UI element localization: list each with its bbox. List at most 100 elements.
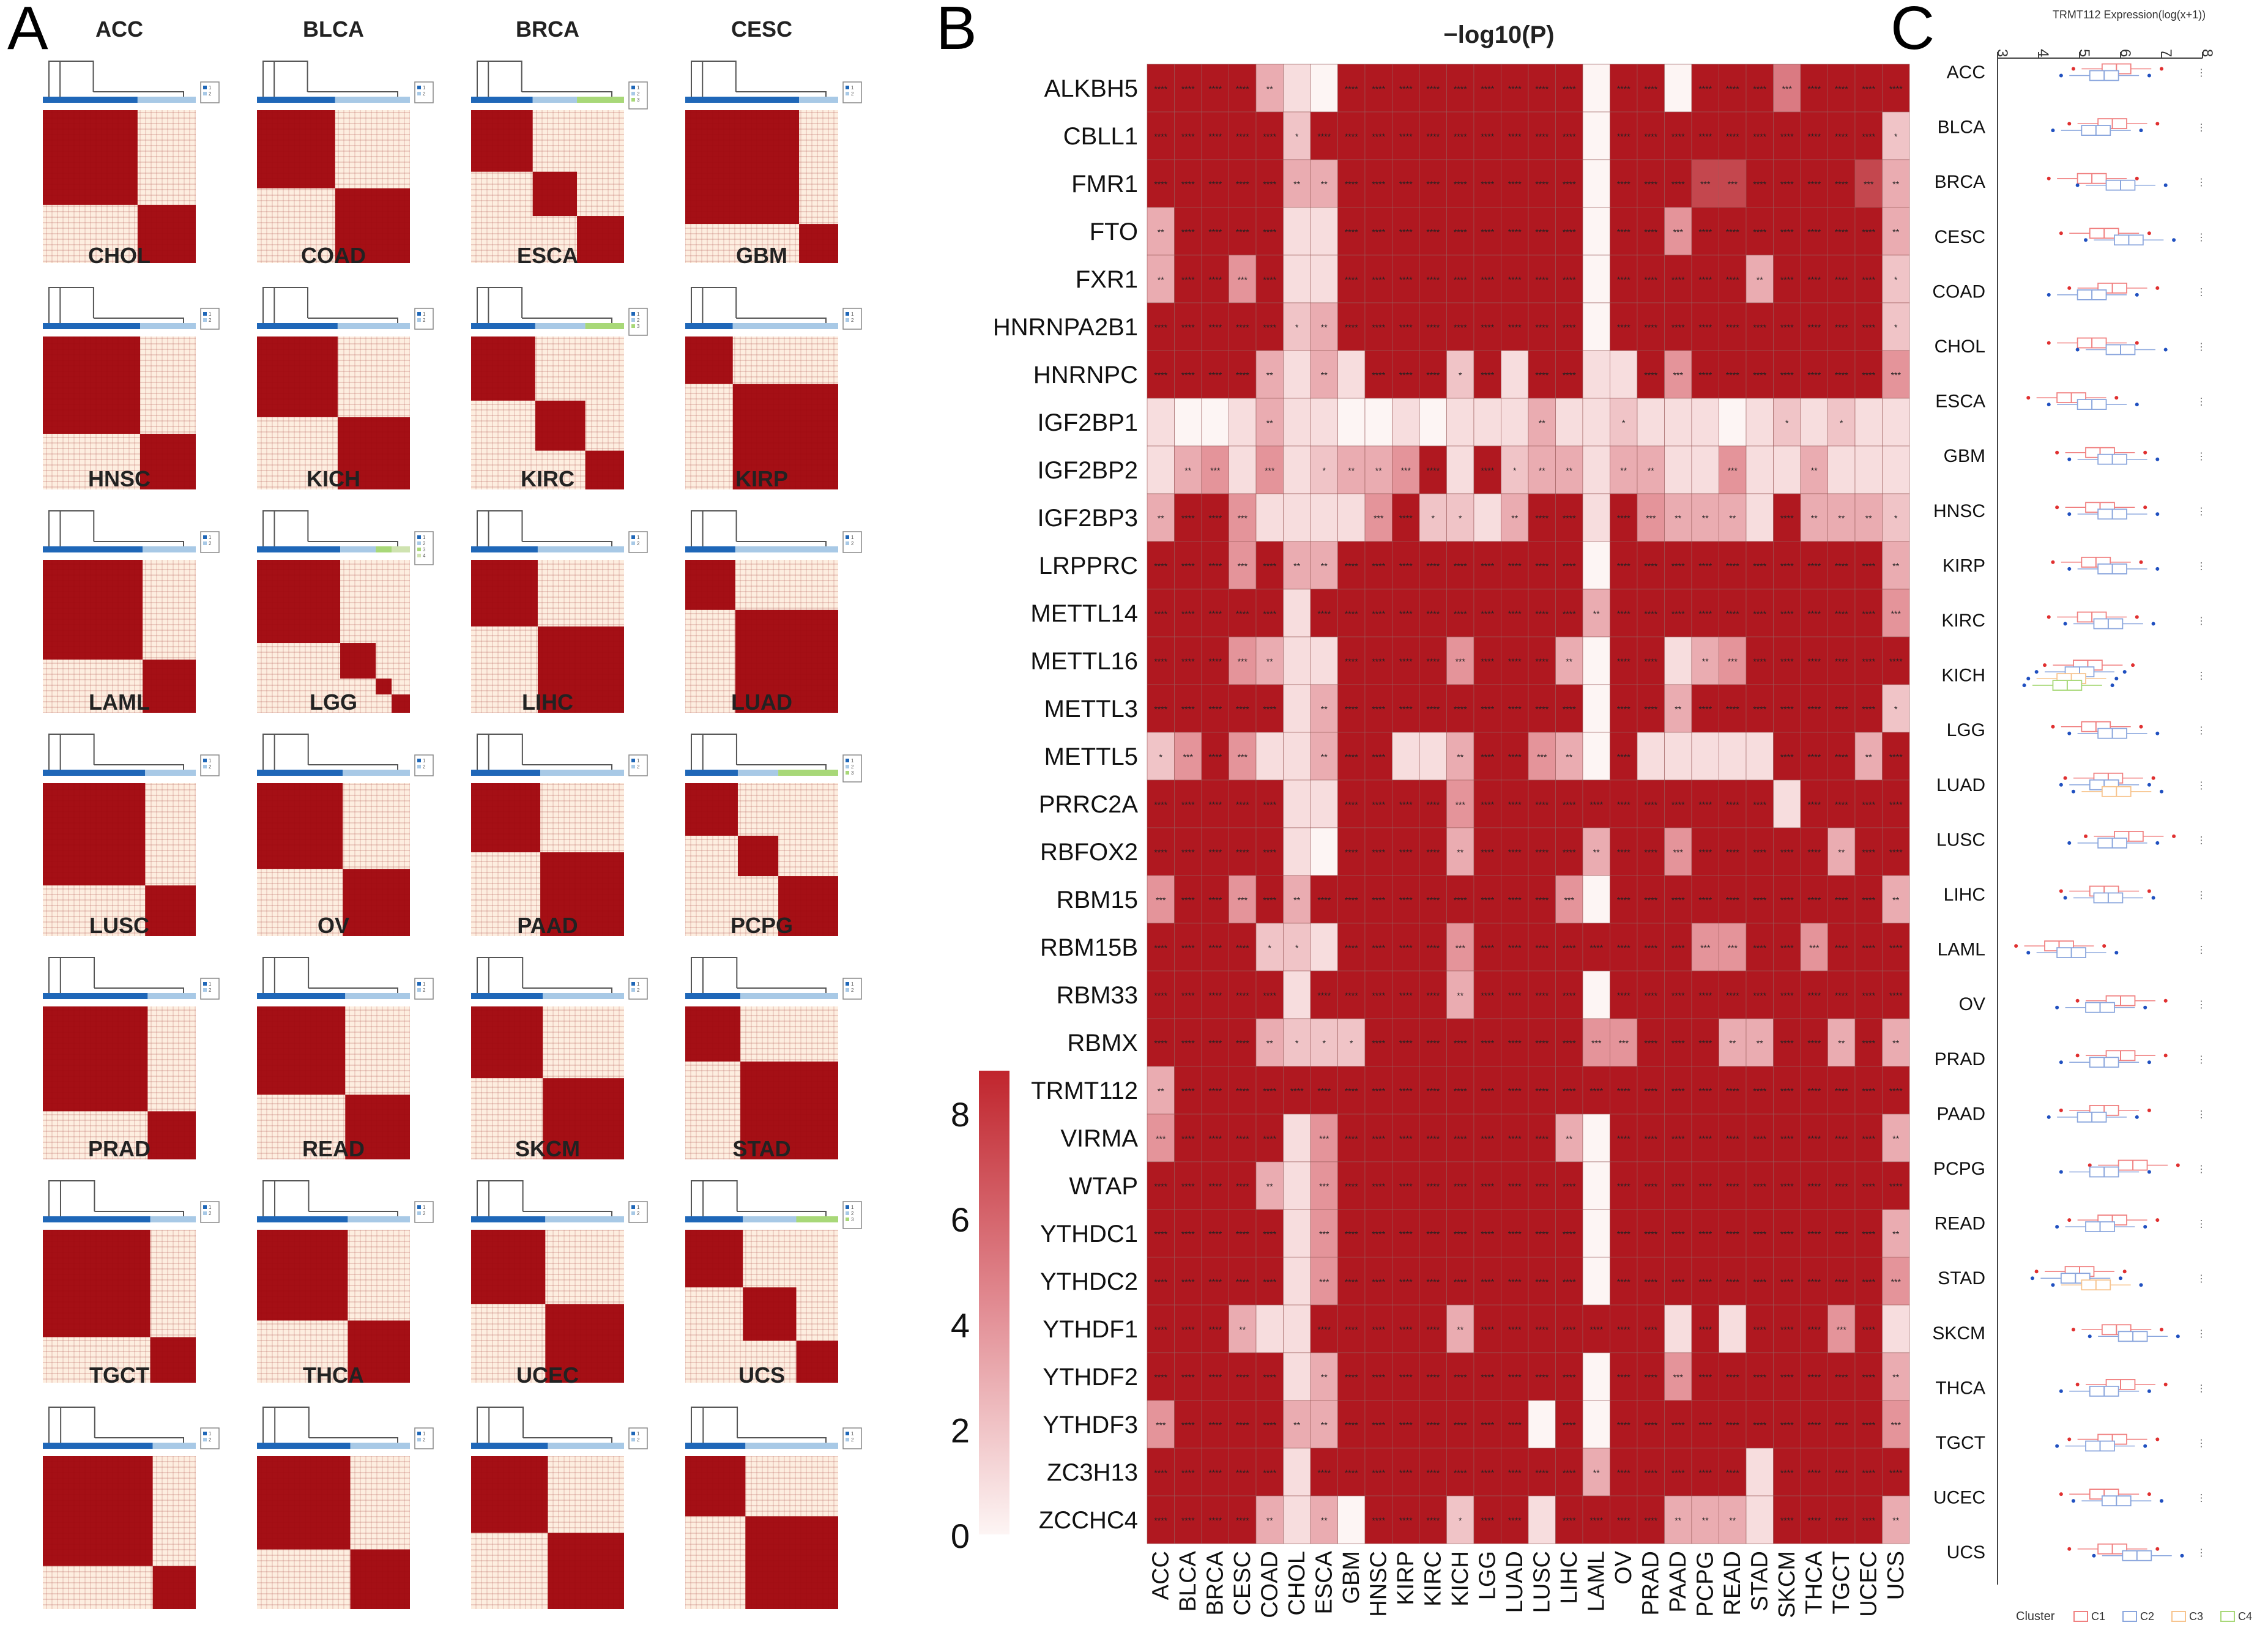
significance-mark: **** (1399, 322, 1413, 332)
significance-mark: **** (1372, 1468, 1385, 1478)
heatmap-cell (1201, 111, 1229, 160)
outlier-point (2059, 1170, 2063, 1174)
significance-mark: **** (1644, 179, 1657, 189)
heatmap-cell (1446, 1066, 1474, 1115)
significance-mark: **** (1236, 84, 1249, 94)
heatmap-cell (1473, 923, 1501, 972)
outlier-point (2075, 348, 2080, 352)
heatmap-cell (1800, 923, 1828, 972)
significance-mark: **** (1208, 513, 1222, 523)
heatmap-cell (1501, 445, 1529, 494)
significance-mark: **** (1236, 609, 1249, 619)
significance-mark: **** (1644, 322, 1657, 332)
significance-mark: *** (1837, 1325, 1847, 1334)
heatmap-cell (1882, 350, 1910, 399)
cluster-segment (545, 1216, 624, 1222)
heatmap-cell (1691, 1352, 1719, 1401)
heatmap-cell (1419, 970, 1447, 1019)
significance-mark: **** (1535, 84, 1549, 94)
significance-mark: *** (1238, 561, 1248, 571)
significance-mark: **** (1644, 704, 1657, 714)
significance-mark: **** (1671, 1038, 1685, 1048)
significance-mark: **** (1807, 800, 1821, 809)
significance-mark: ** (1266, 1038, 1273, 1048)
significance-mark: **** (1372, 275, 1385, 284)
significance-mark: **** (1181, 943, 1195, 953)
heatmap-cell (1555, 970, 1583, 1019)
heatmap-cell (1637, 1066, 1665, 1115)
heatmap-cell (1446, 1161, 1474, 1210)
heatmap-cell (1337, 207, 1366, 256)
heatmap-cell (1174, 636, 1202, 685)
significance-mark: **** (1780, 704, 1794, 714)
category-label: BLCA (1938, 117, 1985, 138)
significance-mark: **** (1236, 1468, 1249, 1478)
heatmap-cell (1501, 589, 1529, 638)
significance-mark: **** (1426, 1229, 1440, 1239)
heatmap-cell (1664, 1161, 1692, 1210)
consensus-title: KICH (307, 466, 360, 491)
cluster-segment (337, 323, 410, 329)
heatmap-cell (1147, 1400, 1175, 1449)
significance-mark: **** (1753, 991, 1766, 1000)
significance-mark: **** (1236, 704, 1249, 714)
heatmap-cell (1691, 207, 1719, 256)
heatmap-cell (1555, 636, 1583, 685)
heatmap-cell (1473, 350, 1501, 399)
significance-mark: **** (1563, 847, 1576, 857)
significance-mark: *** (1891, 370, 1902, 380)
heatmap-cell (1882, 207, 1910, 256)
outlier-point (2155, 286, 2160, 290)
significance-mark: **** (1617, 513, 1630, 523)
heatmap-cell (1882, 398, 1910, 447)
cluster-legend: 12 (414, 81, 434, 103)
significance-mark: **** (1208, 1372, 1222, 1382)
cluster-segment (257, 1216, 348, 1222)
colorbar-tick: 4 (951, 1306, 970, 1344)
outlier-point (2084, 834, 2088, 838)
significance-mark: **** (1535, 656, 1549, 666)
row-label: METTL5 (1044, 743, 1138, 770)
heatmap-cell (1555, 1495, 1583, 1544)
significance-mark: **** (1181, 1038, 1195, 1048)
outlier-point (2067, 841, 2072, 845)
significance-mark: **** (1862, 656, 1875, 666)
outlier-point (2163, 348, 2168, 352)
category-label: CHOL (1935, 336, 1985, 357)
heatmap-cell (1174, 970, 1202, 1019)
significance-mark: **** (1644, 800, 1657, 809)
legend-swatch (2220, 1611, 2235, 1622)
heatmap-column-labels: ACC BLCA BRCA CESC COAD CHOL ESCA GBM HNSC KIRP KI… (1148, 1550, 1909, 1618)
category-label: CESC (1935, 227, 1985, 247)
heatmap-cell (1555, 923, 1583, 972)
boxplot-row-brca: BRCA ⋮ (1935, 172, 2206, 192)
significance-mark: **** (1862, 1515, 1875, 1525)
cluster-segment (471, 546, 538, 552)
outlier-point (2047, 176, 2051, 180)
heatmap-cell (1229, 923, 1257, 972)
outlier-point (2172, 238, 2176, 242)
heatmap-cell (1501, 779, 1529, 828)
heatmap-cell (1582, 1400, 1610, 1449)
dendrogram (48, 510, 184, 546)
heatmap-cell (1337, 1304, 1366, 1353)
heatmap-cell (1501, 1400, 1529, 1449)
heatmap-cell (1528, 1161, 1556, 1210)
significance-mark: *** (1238, 895, 1248, 905)
consensus-matrix (471, 336, 624, 489)
significance-mark: **** (1753, 656, 1766, 666)
significance-mark: **** (1644, 991, 1657, 1000)
heatmap-cell (1310, 970, 1338, 1019)
outlier-point (2143, 1444, 2147, 1448)
outlier-point (2139, 1283, 2143, 1287)
dendrogram (48, 61, 184, 97)
heatmap-cell (1419, 1257, 1447, 1306)
heatmap-cell (1528, 64, 1556, 113)
heatmap-cell (1337, 1400, 1366, 1449)
heatmap-cell (1283, 1209, 1311, 1258)
heatmap-cell (1800, 111, 1828, 160)
significance-mark: **** (1780, 322, 1794, 332)
outlier-point (2026, 951, 2031, 955)
outlier-point (2163, 183, 2168, 187)
